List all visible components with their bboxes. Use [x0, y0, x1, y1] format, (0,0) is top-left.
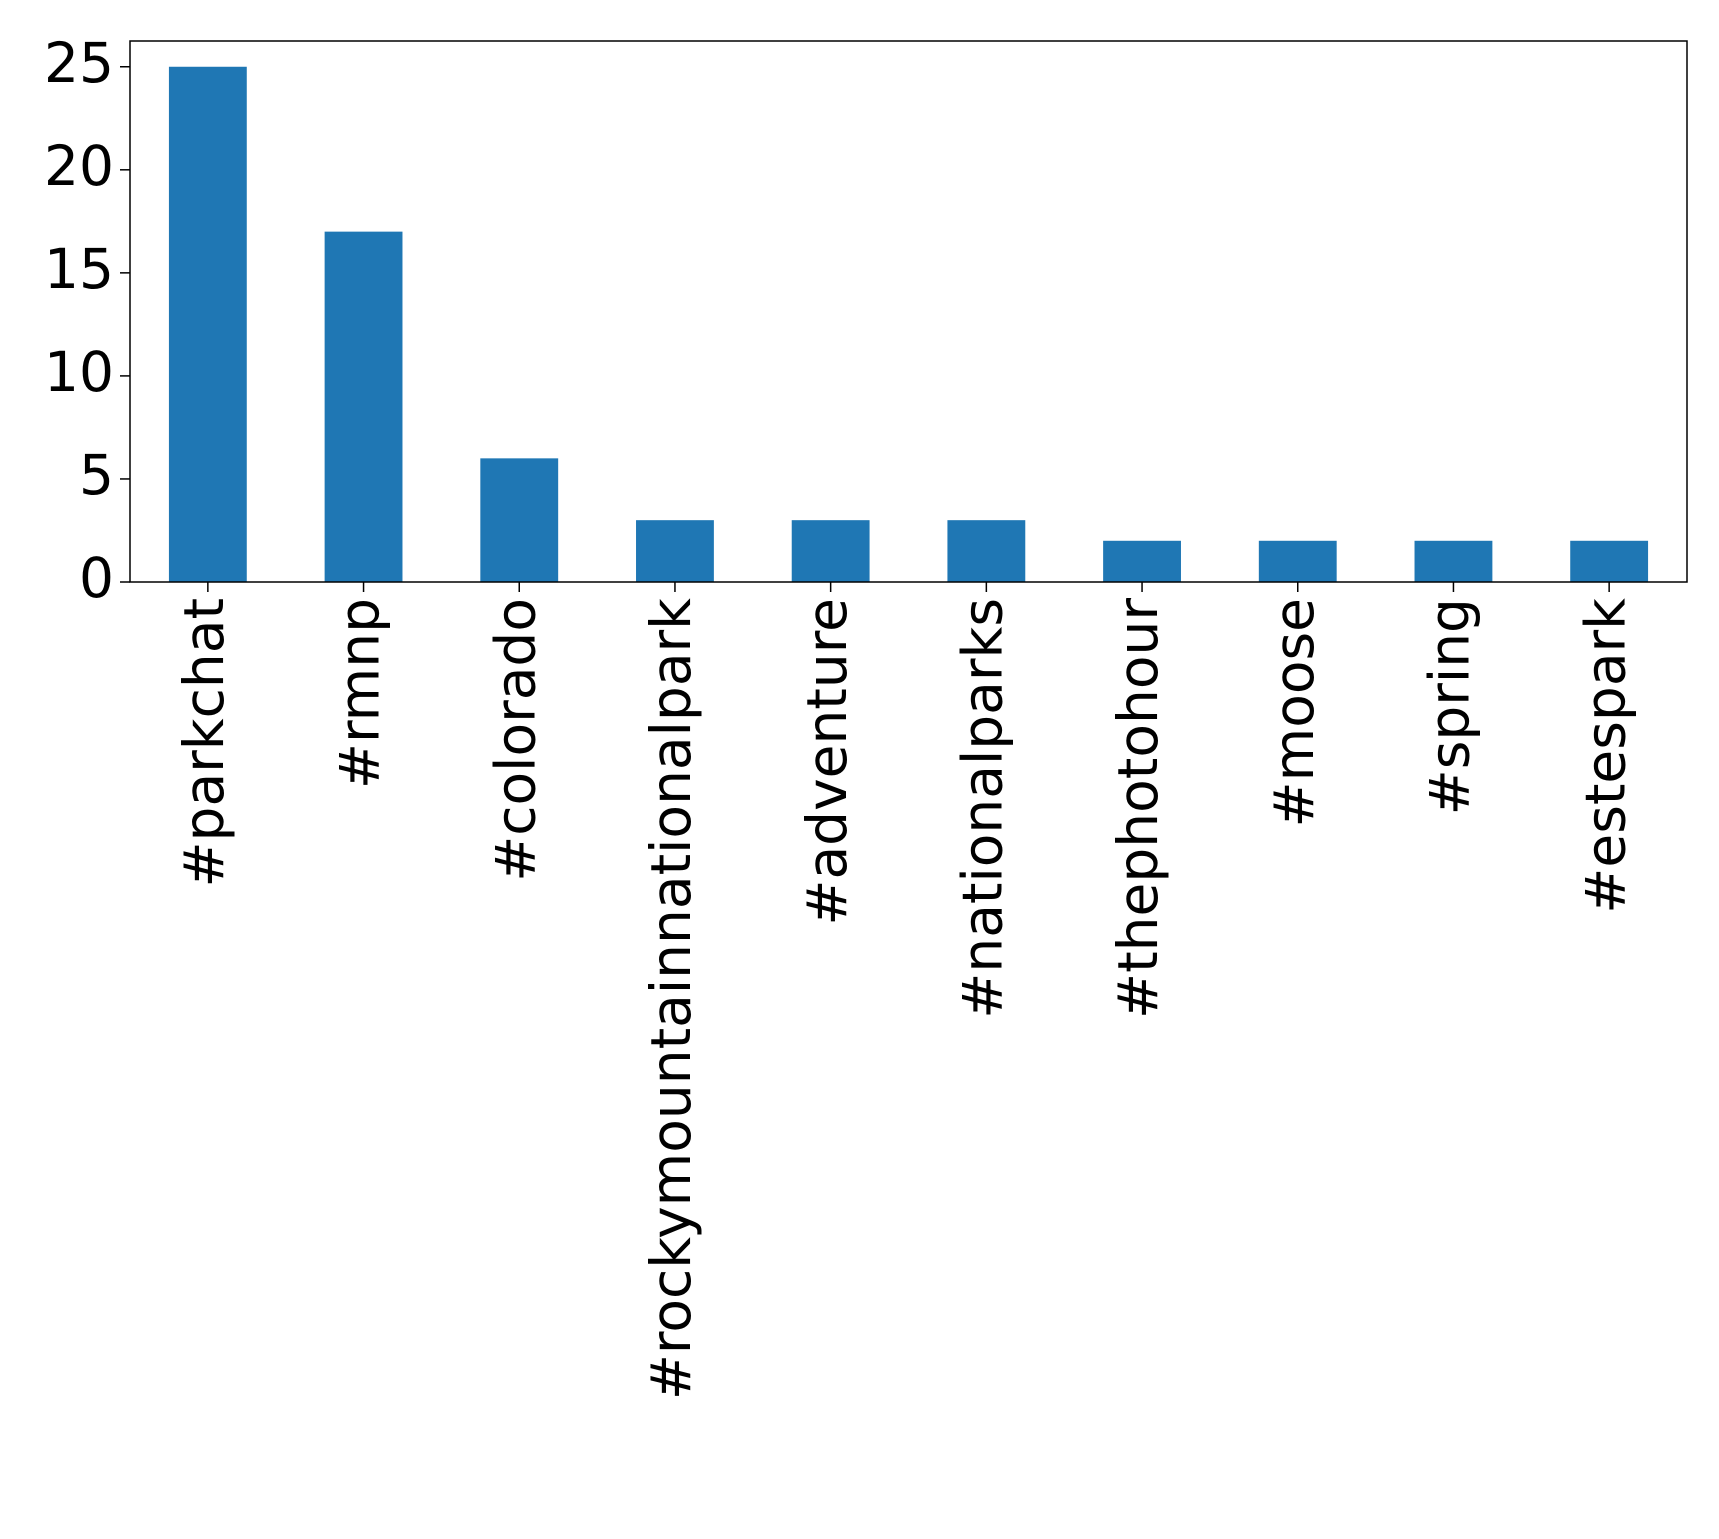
bar	[636, 520, 714, 582]
y-tick-label: 0	[79, 546, 114, 610]
y-tick-label: 20	[44, 134, 114, 198]
bar	[1414, 540, 1493, 582]
y-tick-label: 10	[44, 340, 114, 404]
x-tick-label: #parkchat	[172, 598, 236, 888]
y-tick-label: 15	[44, 237, 114, 301]
x-tick-label: #nationalparks	[950, 598, 1014, 1019]
x-tick-label: #rmnp	[328, 598, 392, 789]
bar	[1103, 540, 1181, 582]
y-tick-label: 25	[44, 31, 114, 95]
x-tick-label: #spring	[1418, 598, 1482, 815]
bar	[1570, 540, 1649, 582]
x-tick-label: #rockymountainnationalpark	[639, 598, 703, 1400]
bar	[1258, 540, 1337, 582]
bar	[947, 520, 1026, 582]
x-tick-label: #moose	[1262, 598, 1326, 827]
x-tick-label: #colorado	[483, 598, 547, 882]
x-tick-label: #estespark	[1573, 598, 1637, 914]
bar	[791, 520, 870, 582]
x-tick-label: #adventure	[795, 598, 859, 926]
x-tick-label: #thephotohour	[1106, 598, 1170, 1019]
plot-frame	[129, 40, 1688, 583]
y-tick-label: 5	[79, 443, 114, 507]
bar	[168, 66, 247, 582]
bar	[480, 458, 559, 582]
bar	[324, 231, 403, 582]
